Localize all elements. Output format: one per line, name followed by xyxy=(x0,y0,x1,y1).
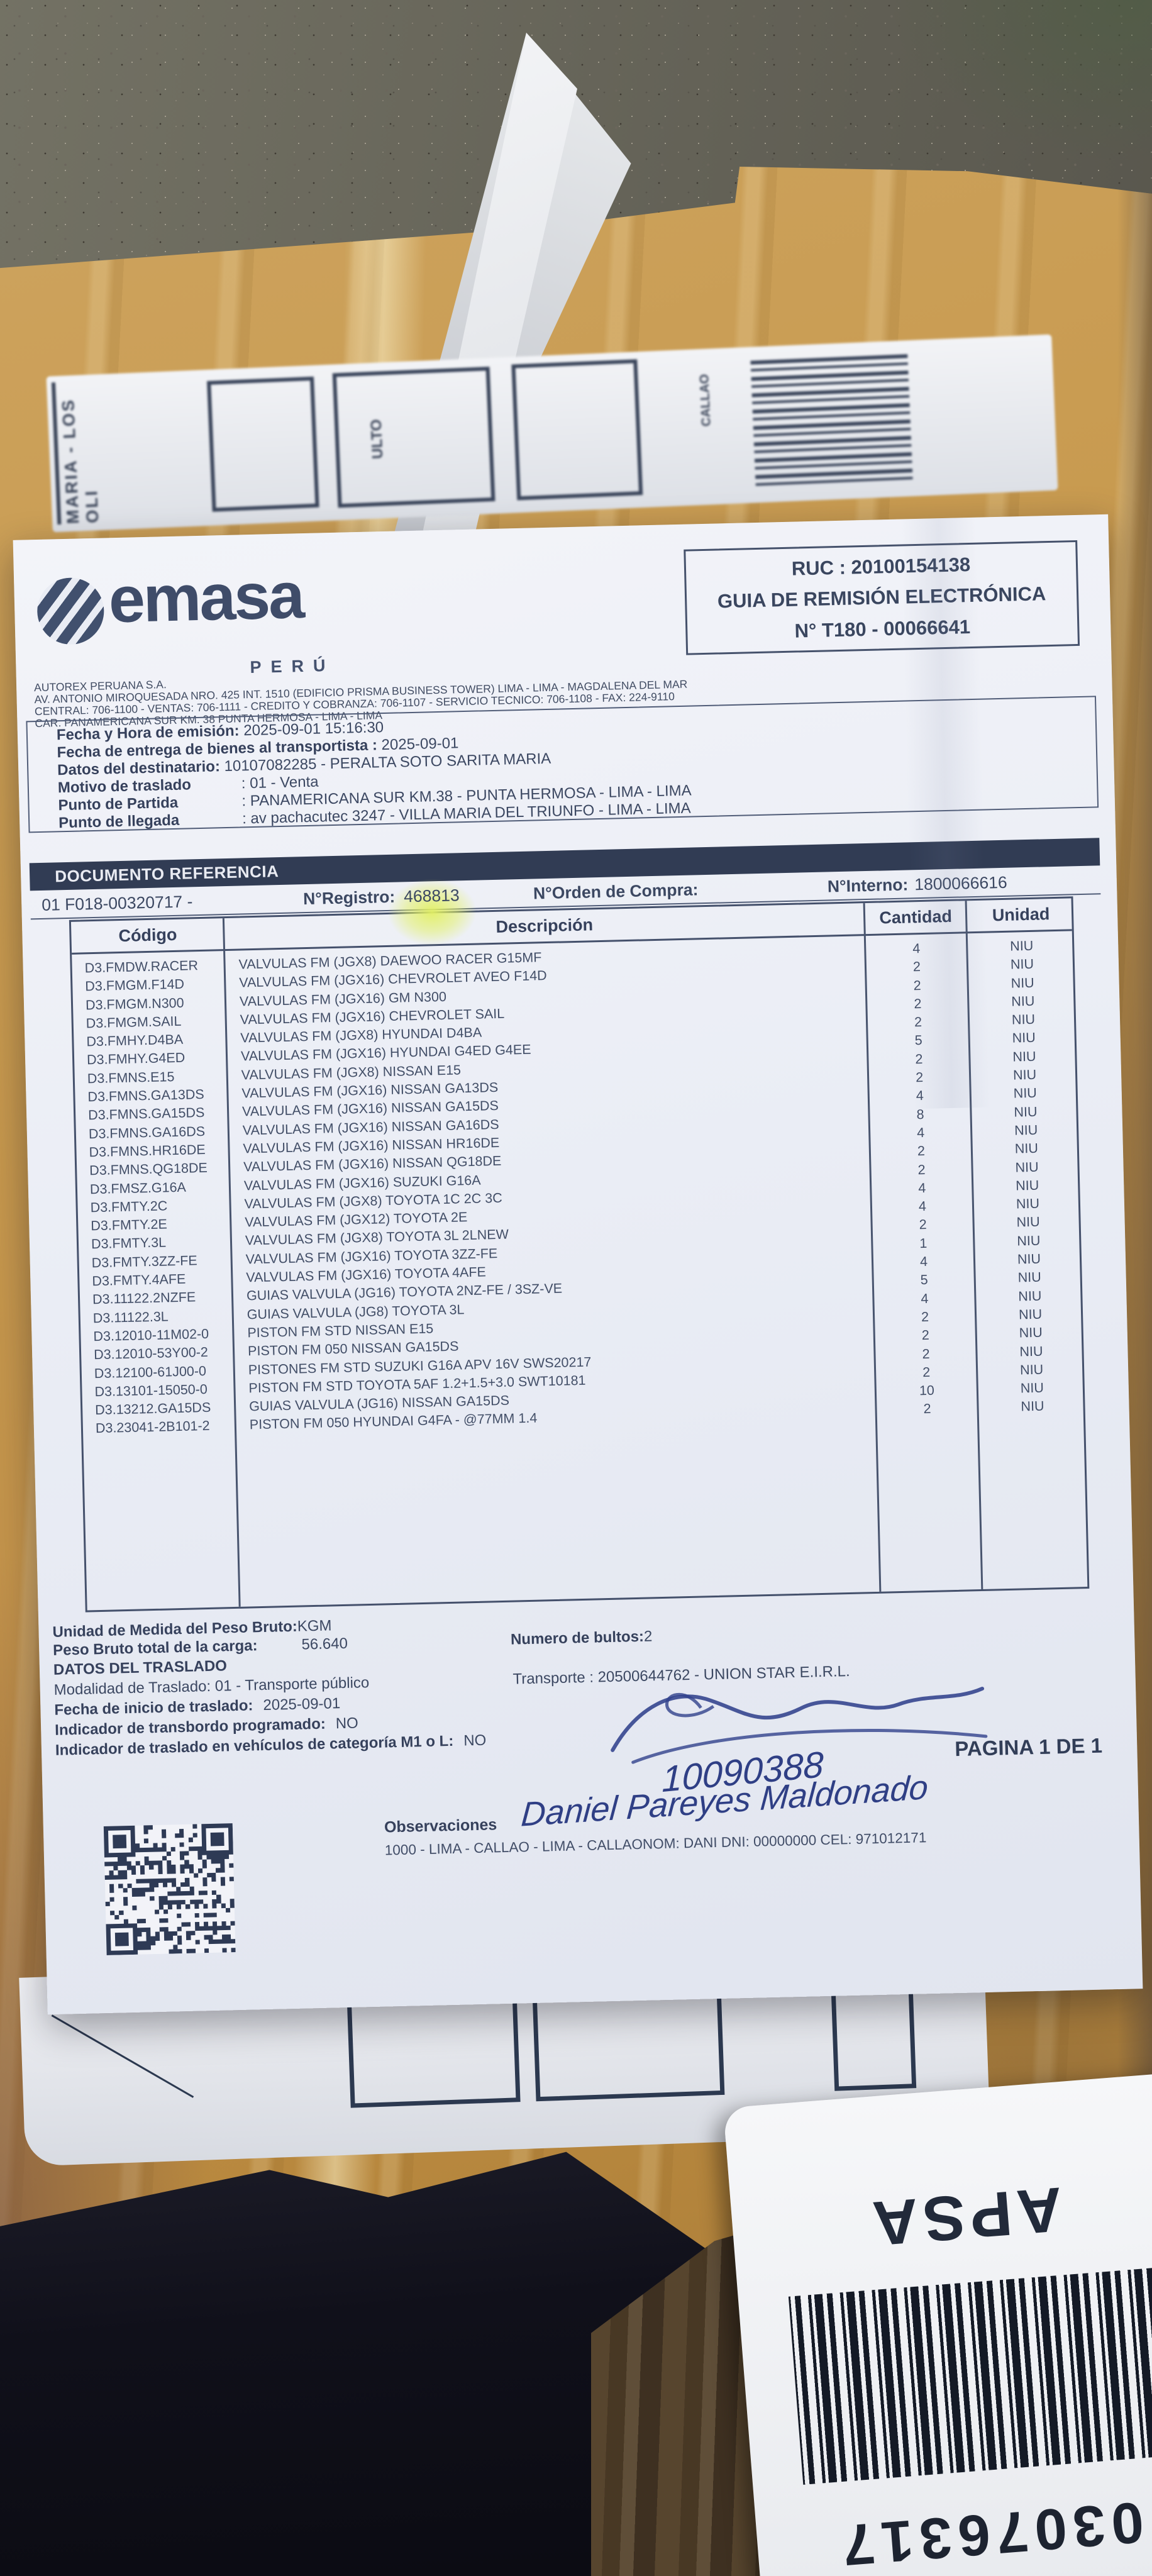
side-label-fragment: ULTO xyxy=(367,419,387,460)
emasa-logo-icon xyxy=(36,577,105,645)
remission-guide-document: emasa PERÚ AUTOREX PERUANA S.A. AV. ANTO… xyxy=(13,514,1143,2015)
col-cantidad: Cantidad xyxy=(879,906,953,928)
datos-traslado-title: DATOS DEL TRASLADO xyxy=(53,1657,228,1679)
carrier-barcode-label: 03076317 APSA xyxy=(723,2071,1152,2576)
handwritten-signature xyxy=(611,1687,988,1764)
side-label-text: MARIA - LOS OLI xyxy=(51,381,102,525)
items-table: Código Descripción Cantidad Unidad D3.FM… xyxy=(69,896,1090,1613)
carrier-name: APSA xyxy=(865,2174,1065,2260)
registro-field: N°Registro: 468813 xyxy=(302,886,460,909)
interno-field: N°Interno: 1800066616 xyxy=(827,872,1007,896)
brand-name: emasa xyxy=(108,559,304,637)
document-number: N° T180 - 00066641 xyxy=(794,615,971,642)
registro-value-highlighted: 468813 xyxy=(403,886,460,906)
page-indicator: PAGINA 1 DE 1 xyxy=(954,1733,1103,1761)
side-label-box xyxy=(207,376,319,512)
bultos-row: Numero de bultos:2 xyxy=(510,1628,653,1648)
col-unidad: Unidad xyxy=(992,904,1050,925)
side-label-barcode xyxy=(750,354,913,487)
brand-country: PERÚ xyxy=(250,655,335,677)
items-body: D3.FMDW.RACER VALVULAS FM (JGX8) DAEWOO R… xyxy=(72,931,1087,1610)
ruc-number: RUC : 20100154138 xyxy=(791,553,971,580)
col-codigo: Código xyxy=(118,924,177,946)
orden-compra-label: N°Orden de Compra: xyxy=(533,880,699,903)
observaciones-title: Observaciones xyxy=(384,1816,497,1836)
side-label-fragment: CALLAO xyxy=(697,374,714,427)
side-label-box xyxy=(332,367,496,508)
qr-code xyxy=(103,1823,236,1955)
reference-doc-code: 01 F018-00320717 - xyxy=(41,892,193,914)
barcode-number: 03076317 xyxy=(834,2489,1146,2576)
barcode xyxy=(788,2268,1152,2485)
ruc-box: RUC : 20100154138 GUIA DE REMISIÓN ELECT… xyxy=(684,540,1080,655)
document-type: GUIA DE REMISIÓN ELECTRÓNICA xyxy=(717,582,1046,613)
side-label-box xyxy=(511,359,643,501)
